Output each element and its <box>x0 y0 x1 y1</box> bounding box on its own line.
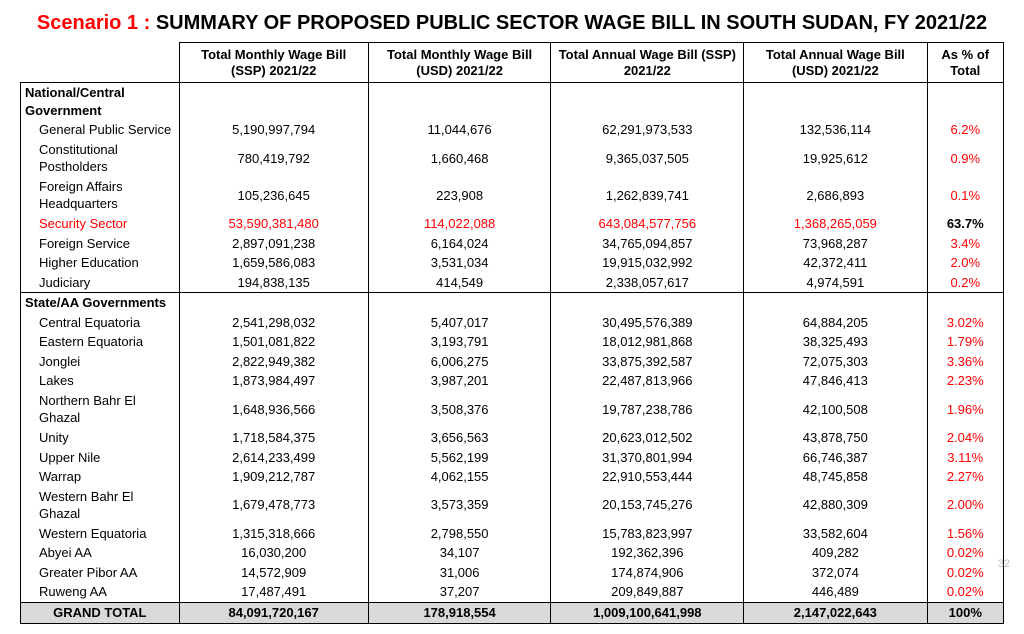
table-row: Foreign Service2,897,091,2386,164,02434,… <box>21 234 1004 254</box>
table-row: Northern Bahr El Ghazal1,648,936,5663,50… <box>21 391 1004 428</box>
table-row: Western Bahr El Ghazal1,679,478,7733,573… <box>21 487 1004 524</box>
table-row: Judiciary194,838,135414,5492,338,057,617… <box>21 273 1004 293</box>
table-row: Abyei AA16,030,20034,107192,362,396409,2… <box>21 543 1004 563</box>
table-row: Security Sector53,590,381,480114,022,088… <box>21 214 1004 234</box>
table-row: Eastern Equatoria1,501,081,8223,193,7911… <box>21 332 1004 352</box>
table-row: Higher Education1,659,586,0833,531,03419… <box>21 253 1004 273</box>
col-monthly-ssp: Total Monthly Wage Bill (SSP) 2021/22 <box>179 43 368 83</box>
table-row: Jonglei2,822,949,3826,006,27533,875,392,… <box>21 352 1004 372</box>
table-row: General Public Service5,190,997,79411,04… <box>21 120 1004 140</box>
wage-bill-table: Total Monthly Wage Bill (SSP) 2021/22 To… <box>20 42 1004 624</box>
section-header: National/Central Government <box>21 83 1004 121</box>
page-title: Scenario 1 : SUMMARY OF PROPOSED PUBLIC … <box>20 10 1004 36</box>
col-annual-usd: Total Annual Wage Bill (USD) 2021/22 <box>744 43 927 83</box>
title-scenario: Scenario 1 : <box>37 12 150 34</box>
table-row: Western Equatoria1,315,318,6662,798,5501… <box>21 524 1004 544</box>
section-header: State/AA Governments <box>21 293 1004 313</box>
title-rest: SUMMARY OF PROPOSED PUBLIC SECTOR WAGE B… <box>150 12 987 34</box>
col-annual-ssp: Total Annual Wage Bill (SSP) 2021/22 <box>551 43 744 83</box>
table-row: Foreign Affairs Headquarters105,236,6452… <box>21 177 1004 214</box>
col-empty <box>21 43 180 83</box>
table-row: Upper Nile2,614,233,4995,562,19931,370,8… <box>21 448 1004 468</box>
table-row: Central Equatoria2,541,298,0325,407,0173… <box>21 313 1004 333</box>
table-row: Greater Pibor AA14,572,90931,006174,874,… <box>21 563 1004 583</box>
table-row: Constitutional Postholders780,419,7921,6… <box>21 140 1004 177</box>
table-row: Lakes1,873,984,4973,987,20122,487,813,96… <box>21 371 1004 391</box>
page-number: 32 <box>998 558 1010 570</box>
grand-total-row: GRAND TOTAL84,091,720,167178,918,5541,00… <box>21 602 1004 623</box>
col-pct: As % of Total <box>927 43 1003 83</box>
table-row: Unity1,718,584,3753,656,56320,623,012,50… <box>21 428 1004 448</box>
table-row: Warrap1,909,212,7874,062,15522,910,553,4… <box>21 467 1004 487</box>
col-monthly-usd: Total Monthly Wage Bill (USD) 2021/22 <box>368 43 551 83</box>
table-row: Ruweng AA17,487,49137,207209,849,887446,… <box>21 582 1004 602</box>
